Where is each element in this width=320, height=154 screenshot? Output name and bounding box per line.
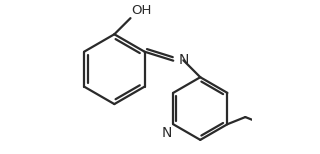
Text: N: N <box>179 53 189 67</box>
Text: OH: OH <box>131 4 152 17</box>
Text: N: N <box>161 126 172 140</box>
